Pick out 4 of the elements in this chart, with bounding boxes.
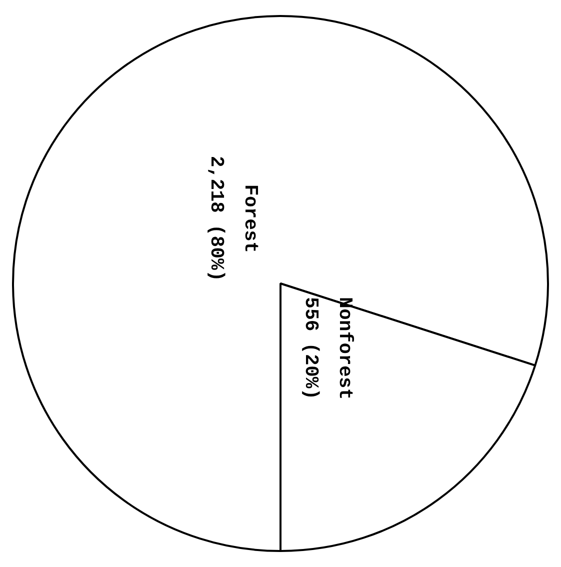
data-label: 2,218 (80%) [205, 156, 228, 282]
slice-label: Nonforest [334, 297, 356, 400]
slice-label: Forest [239, 184, 262, 253]
data-label: 556 (20%) [300, 297, 322, 400]
